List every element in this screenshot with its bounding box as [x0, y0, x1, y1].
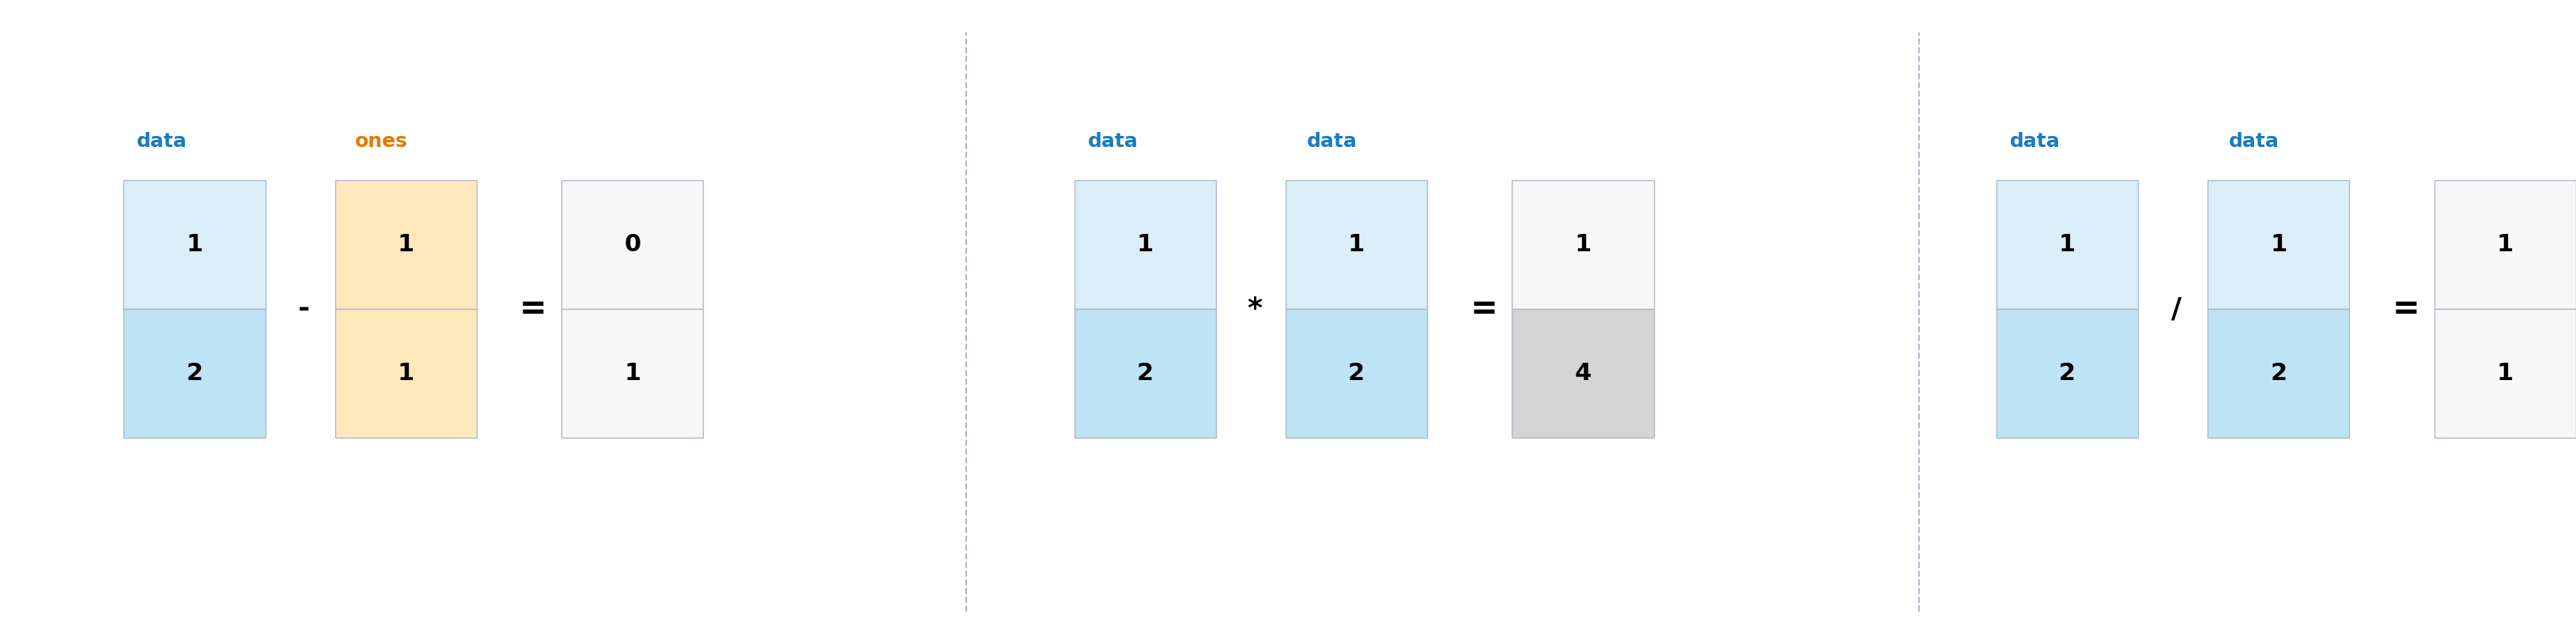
- Text: 1: 1: [397, 233, 415, 256]
- Text: 1: 1: [185, 233, 204, 256]
- Text: data: data: [2228, 132, 2280, 151]
- FancyBboxPatch shape: [1285, 180, 1427, 309]
- Text: 0: 0: [623, 233, 641, 256]
- Text: 1: 1: [2269, 233, 2287, 256]
- FancyBboxPatch shape: [2208, 180, 2349, 309]
- FancyBboxPatch shape: [1285, 309, 1427, 438]
- Text: data: data: [2009, 132, 2061, 151]
- FancyBboxPatch shape: [1512, 180, 1654, 309]
- Text: 1: 1: [2058, 233, 2076, 256]
- Text: ones: ones: [355, 132, 407, 151]
- Text: data: data: [1306, 132, 1358, 151]
- Text: -: -: [299, 296, 309, 323]
- FancyBboxPatch shape: [1996, 309, 2138, 438]
- Text: 1: 1: [1574, 233, 1592, 256]
- Text: 1: 1: [623, 362, 641, 385]
- FancyBboxPatch shape: [1512, 309, 1654, 438]
- Text: data: data: [1087, 132, 1139, 151]
- FancyBboxPatch shape: [2434, 180, 2576, 309]
- Text: *: *: [1247, 296, 1262, 323]
- Text: 1: 1: [1347, 233, 1365, 256]
- Text: 2: 2: [2269, 362, 2287, 385]
- Text: /: /: [2172, 296, 2182, 323]
- Text: 1: 1: [2496, 233, 2514, 256]
- Text: 2: 2: [185, 362, 204, 385]
- FancyBboxPatch shape: [124, 180, 265, 309]
- Text: 1: 1: [2496, 362, 2514, 385]
- FancyBboxPatch shape: [562, 180, 703, 309]
- Text: =: =: [2393, 292, 2419, 326]
- Text: =: =: [1471, 292, 1497, 326]
- Text: 2: 2: [1136, 362, 1154, 385]
- FancyBboxPatch shape: [1074, 309, 1216, 438]
- FancyBboxPatch shape: [1996, 180, 2138, 309]
- Text: =: =: [520, 292, 546, 326]
- Text: 2: 2: [1347, 362, 1365, 385]
- FancyBboxPatch shape: [335, 309, 477, 438]
- Text: 1: 1: [1136, 233, 1154, 256]
- FancyBboxPatch shape: [562, 309, 703, 438]
- FancyBboxPatch shape: [2434, 309, 2576, 438]
- Text: 4: 4: [1574, 362, 1592, 385]
- FancyBboxPatch shape: [2208, 309, 2349, 438]
- FancyBboxPatch shape: [124, 309, 265, 438]
- FancyBboxPatch shape: [1074, 180, 1216, 309]
- FancyBboxPatch shape: [335, 180, 477, 309]
- Text: 1: 1: [397, 362, 415, 385]
- Text: data: data: [137, 132, 188, 151]
- Text: 2: 2: [2058, 362, 2076, 385]
